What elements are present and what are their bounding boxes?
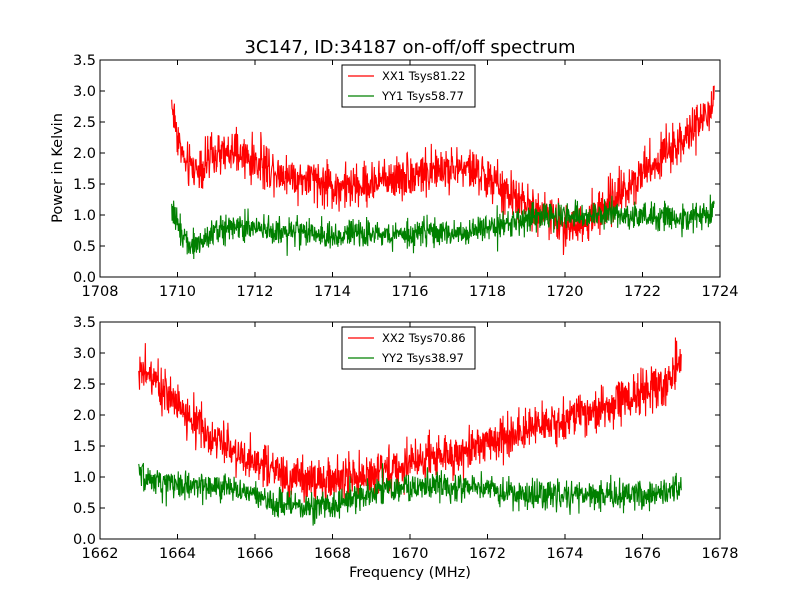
legend-box <box>341 64 476 108</box>
y-tick-label: 3.5 <box>73 53 96 69</box>
legend-label: XX2 Tsys70.86 <box>382 331 466 345</box>
legend: XX1 Tsys81.22 YY1 Tsys58.77 <box>341 64 476 108</box>
x-tick-label: 1714 <box>314 284 351 300</box>
x-tick-label: 1712 <box>237 284 274 300</box>
y-tick-label: 2.0 <box>73 146 96 162</box>
x-tick-label: 1708 <box>82 284 119 300</box>
chart-title: 3C147, ID:34187 on-off/off spectrum <box>244 37 575 58</box>
series-line-1 <box>171 85 715 256</box>
x-tick-label: 1666 <box>237 546 274 562</box>
y-tick-label: 1.5 <box>73 439 96 455</box>
legend-box <box>341 326 476 370</box>
x-tick-label: 1662 <box>82 546 119 562</box>
y-tick-label: 0.0 <box>73 270 96 286</box>
y-tick-label: 0.0 <box>73 532 96 548</box>
x-tick-label: 1668 <box>314 546 351 562</box>
y-tick-label: 2.0 <box>73 408 96 424</box>
series-line-1 <box>138 337 682 504</box>
x-tick-label: 1664 <box>159 546 196 562</box>
x-tick-label: 1678 <box>702 546 739 562</box>
x-tick-label: 1676 <box>624 546 661 562</box>
subplot-1: 1708 1710 1712 1714 1716 1718 1720 1722 1724 0.0 0… <box>73 53 739 300</box>
subplot-2: 1662 1664 1666 1668 1670 1672 1674 1676 1678 0.0 0… <box>73 315 739 562</box>
x-tick-label: 1670 <box>392 546 429 562</box>
series-line-2 <box>171 194 715 260</box>
legend-label: XX1 Tsys81.22 <box>382 69 466 83</box>
x-tick-label: 1674 <box>547 546 584 562</box>
x-tick-label: 1672 <box>469 546 506 562</box>
legend: XX2 Tsys70.86 YY2 Tsys38.97 <box>341 326 476 370</box>
y-tick-label: 1.0 <box>73 470 96 486</box>
series-line-2 <box>138 462 682 526</box>
x-tick-label: 1724 <box>702 284 739 300</box>
y-tick-label: 0.5 <box>73 239 96 255</box>
y-axis-label: Power in Kelvin <box>50 113 66 223</box>
x-tick-label: 1716 <box>392 284 429 300</box>
y-tick-label: 3.0 <box>73 346 96 362</box>
x-tick-label: 1722 <box>624 284 661 300</box>
y-tick-label: 0.5 <box>73 501 96 517</box>
y-tick-label: 3.5 <box>73 315 96 331</box>
y-tick-label: 1.0 <box>73 208 96 224</box>
y-tick-label: 2.5 <box>73 377 96 393</box>
legend-label: YY1 Tsys58.77 <box>381 89 464 103</box>
y-tick-label: 2.5 <box>73 115 96 131</box>
x-tick-label: 1710 <box>159 284 196 300</box>
x-tick-label: 1718 <box>469 284 506 300</box>
y-tick-label: 1.5 <box>73 177 96 193</box>
x-axis-label: Frequency (MHz) <box>349 565 471 581</box>
legend-label: YY2 Tsys38.97 <box>381 351 464 365</box>
x-tick-label: 1720 <box>547 284 584 300</box>
y-tick-label: 3.0 <box>73 84 96 100</box>
